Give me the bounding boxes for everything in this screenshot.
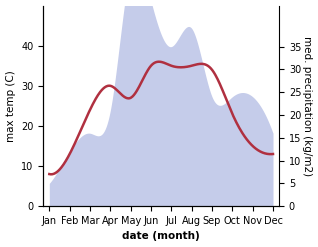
X-axis label: date (month): date (month): [122, 231, 200, 242]
Y-axis label: med. precipitation (kg/m2): med. precipitation (kg/m2): [302, 36, 313, 176]
Y-axis label: max temp (C): max temp (C): [5, 70, 16, 142]
